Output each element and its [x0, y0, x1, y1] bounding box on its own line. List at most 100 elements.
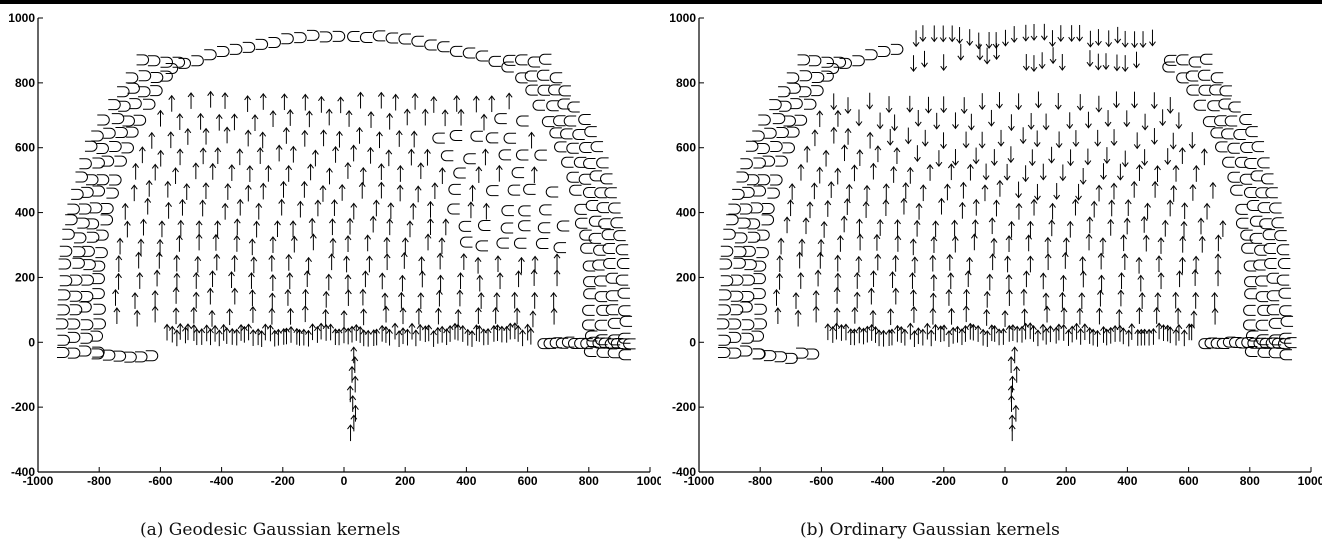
subset-marker — [1263, 242, 1276, 254]
up-arrow — [889, 271, 896, 288]
up-arrow — [1008, 414, 1016, 432]
up-arrow — [970, 233, 978, 251]
subset-marker — [498, 149, 512, 161]
superset-marker — [751, 330, 764, 342]
subset-marker — [449, 45, 463, 57]
up-arrow — [926, 163, 934, 181]
up-arrow — [945, 288, 953, 306]
subset-marker — [1243, 260, 1257, 272]
subset-marker — [539, 204, 552, 216]
up-arrow — [286, 109, 294, 126]
up-arrow — [322, 290, 330, 308]
superset-marker — [739, 345, 753, 357]
subset-marker — [515, 72, 528, 84]
subset-marker — [1198, 338, 1211, 350]
up-arrow — [337, 96, 345, 114]
up-arrow — [482, 148, 489, 166]
up-arrow — [359, 167, 367, 184]
down-arrow — [1113, 54, 1121, 72]
down-arrow — [1075, 183, 1082, 201]
superset-marker — [92, 346, 105, 358]
up-arrow — [312, 149, 319, 167]
superset-marker — [79, 158, 92, 170]
up-arrow — [837, 234, 844, 252]
subset-marker — [524, 70, 538, 82]
x-tick-label: 200 — [395, 474, 415, 488]
subset-marker — [1271, 337, 1285, 349]
up-arrow — [1161, 219, 1169, 237]
subset-marker — [555, 337, 569, 349]
subset-marker — [1251, 141, 1265, 153]
up-arrow — [287, 325, 295, 343]
down-arrow — [921, 129, 929, 147]
up-arrow — [1021, 308, 1029, 326]
up-arrow — [1157, 237, 1165, 254]
down-arrow — [1150, 92, 1158, 110]
subset-marker — [560, 128, 573, 140]
up-arrow — [438, 325, 446, 343]
subset-marker — [1222, 336, 1236, 348]
up-arrow — [314, 199, 322, 217]
subset-marker — [546, 100, 559, 112]
up-arrow — [193, 328, 201, 346]
subset-marker — [502, 54, 516, 66]
up-arrow — [1079, 270, 1087, 288]
superset-marker — [719, 258, 733, 270]
subset-marker — [1215, 141, 1228, 153]
superset-marker — [73, 246, 86, 258]
up-arrow — [894, 219, 901, 236]
superset-marker — [57, 304, 70, 316]
up-arrow — [309, 233, 317, 251]
up-arrow — [443, 328, 451, 346]
superset-marker — [761, 214, 774, 226]
up-arrow — [1085, 233, 1093, 251]
subset-marker — [558, 85, 571, 97]
up-arrow — [442, 218, 450, 236]
superset-marker — [138, 86, 151, 98]
superset-marker — [96, 143, 109, 155]
subset-marker — [595, 334, 608, 346]
up-arrow — [834, 272, 842, 290]
superset-marker — [720, 275, 734, 287]
down-arrow — [1038, 52, 1046, 70]
superset-marker — [95, 247, 108, 259]
superset-marker — [806, 348, 820, 360]
superset-marker — [217, 45, 230, 57]
up-arrow — [962, 325, 969, 342]
superset-marker — [122, 115, 135, 127]
subset-marker — [1278, 287, 1291, 299]
up-arrow — [329, 218, 336, 236]
superset-marker — [113, 350, 127, 362]
up-arrow — [853, 291, 861, 309]
up-arrow — [454, 309, 462, 326]
up-arrow — [927, 329, 935, 347]
up-arrow — [1086, 327, 1094, 344]
up-arrow — [874, 253, 882, 271]
axes: -1000 -800 -600 -400 -200 0 200 400 600 800 1000 -4… — [8, 11, 661, 488]
up-arrow — [806, 201, 814, 219]
superset-marker — [752, 130, 765, 142]
x-tick-label: 800 — [1240, 474, 1260, 488]
up-arrow — [366, 255, 373, 273]
subset-marker — [573, 156, 587, 168]
subset-marker — [1204, 337, 1218, 349]
up-arrow — [1172, 291, 1180, 309]
subset-marker — [518, 220, 531, 232]
up-arrow — [876, 219, 884, 236]
subset-marker — [1265, 337, 1279, 349]
up-arrow — [410, 130, 418, 148]
subset-marker — [478, 219, 491, 231]
down-arrow — [966, 29, 974, 46]
up-arrow — [362, 270, 369, 288]
subset-marker — [568, 338, 581, 350]
up-arrow — [275, 328, 282, 346]
up-arrow — [1095, 184, 1103, 202]
up-arrow — [259, 93, 267, 110]
up-arrow — [1062, 237, 1070, 255]
up-arrow — [946, 253, 954, 271]
down-arrow — [982, 163, 990, 181]
up-arrow — [853, 272, 861, 289]
up-arrow — [358, 181, 366, 199]
subset-marker — [563, 115, 577, 127]
superset-marker — [808, 55, 822, 67]
